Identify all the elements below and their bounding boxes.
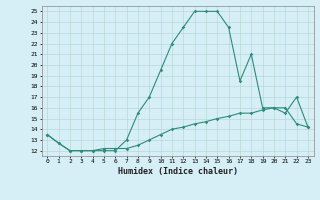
X-axis label: Humidex (Indice chaleur): Humidex (Indice chaleur) (118, 167, 237, 176)
